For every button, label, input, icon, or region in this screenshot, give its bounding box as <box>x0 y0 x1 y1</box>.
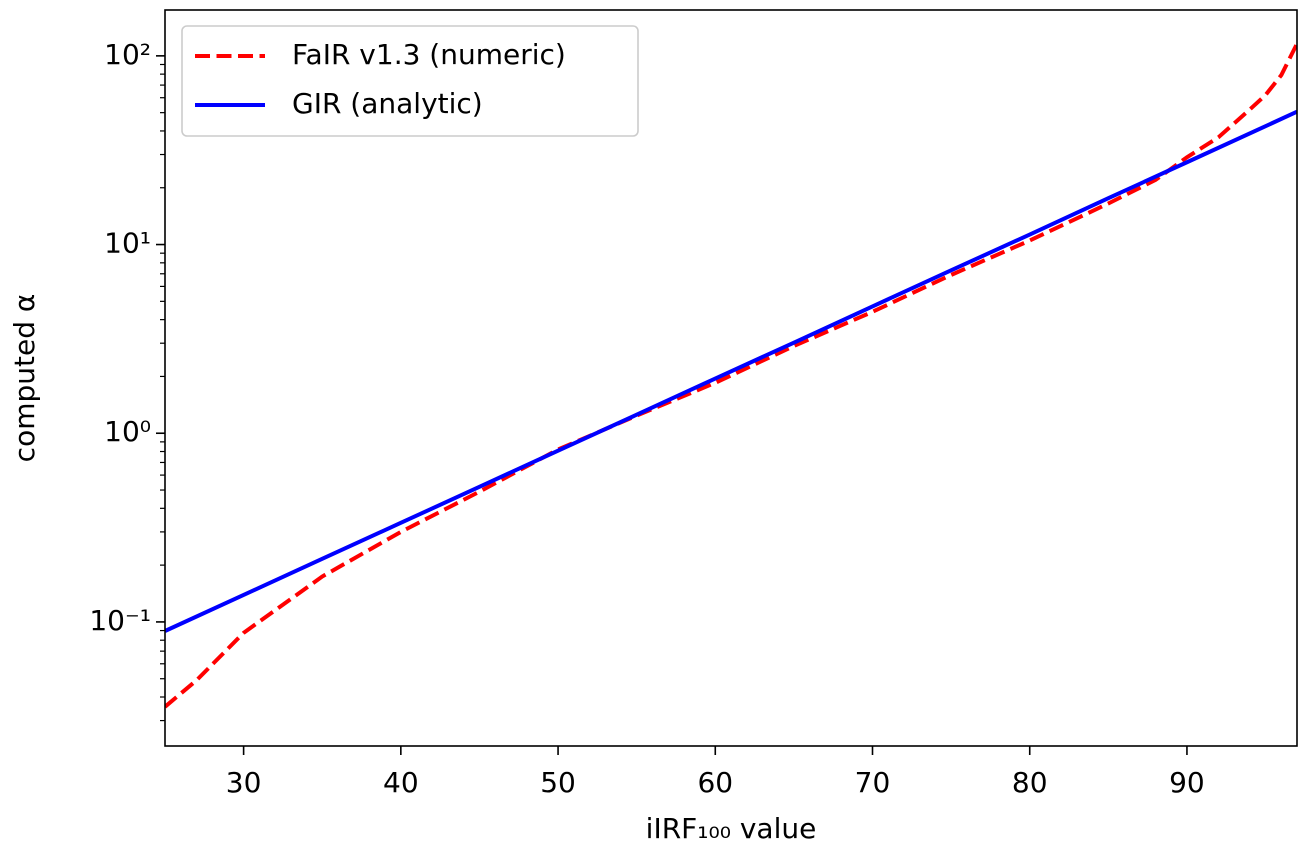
y-tick-label: 10¹ <box>104 227 151 260</box>
plot-frame <box>164 9 1298 747</box>
series-line <box>165 109 1297 633</box>
x-tick-label: 80 <box>1012 766 1048 799</box>
x-tick-label: 60 <box>697 766 733 799</box>
legend-frame <box>181 25 639 137</box>
y-axis-label: computed α <box>8 294 41 463</box>
y-tick-label: 10⁻¹ <box>89 604 151 637</box>
y-tick-label: 10² <box>104 38 151 71</box>
legend-label: FaIR v1.3 (numeric) <box>292 38 566 71</box>
legend-label: GIR (analytic) <box>292 87 483 120</box>
y-tick-label: 10⁰ <box>104 415 151 448</box>
x-axis-label: iIRF₁₀₀ value <box>646 812 817 845</box>
x-tick-label: 30 <box>226 766 262 799</box>
x-tick-label: 40 <box>383 766 419 799</box>
series-line <box>165 42 1297 709</box>
x-tick-label: 90 <box>1169 766 1205 799</box>
x-tick-label: 70 <box>855 766 891 799</box>
x-tick-label: 50 <box>540 766 576 799</box>
